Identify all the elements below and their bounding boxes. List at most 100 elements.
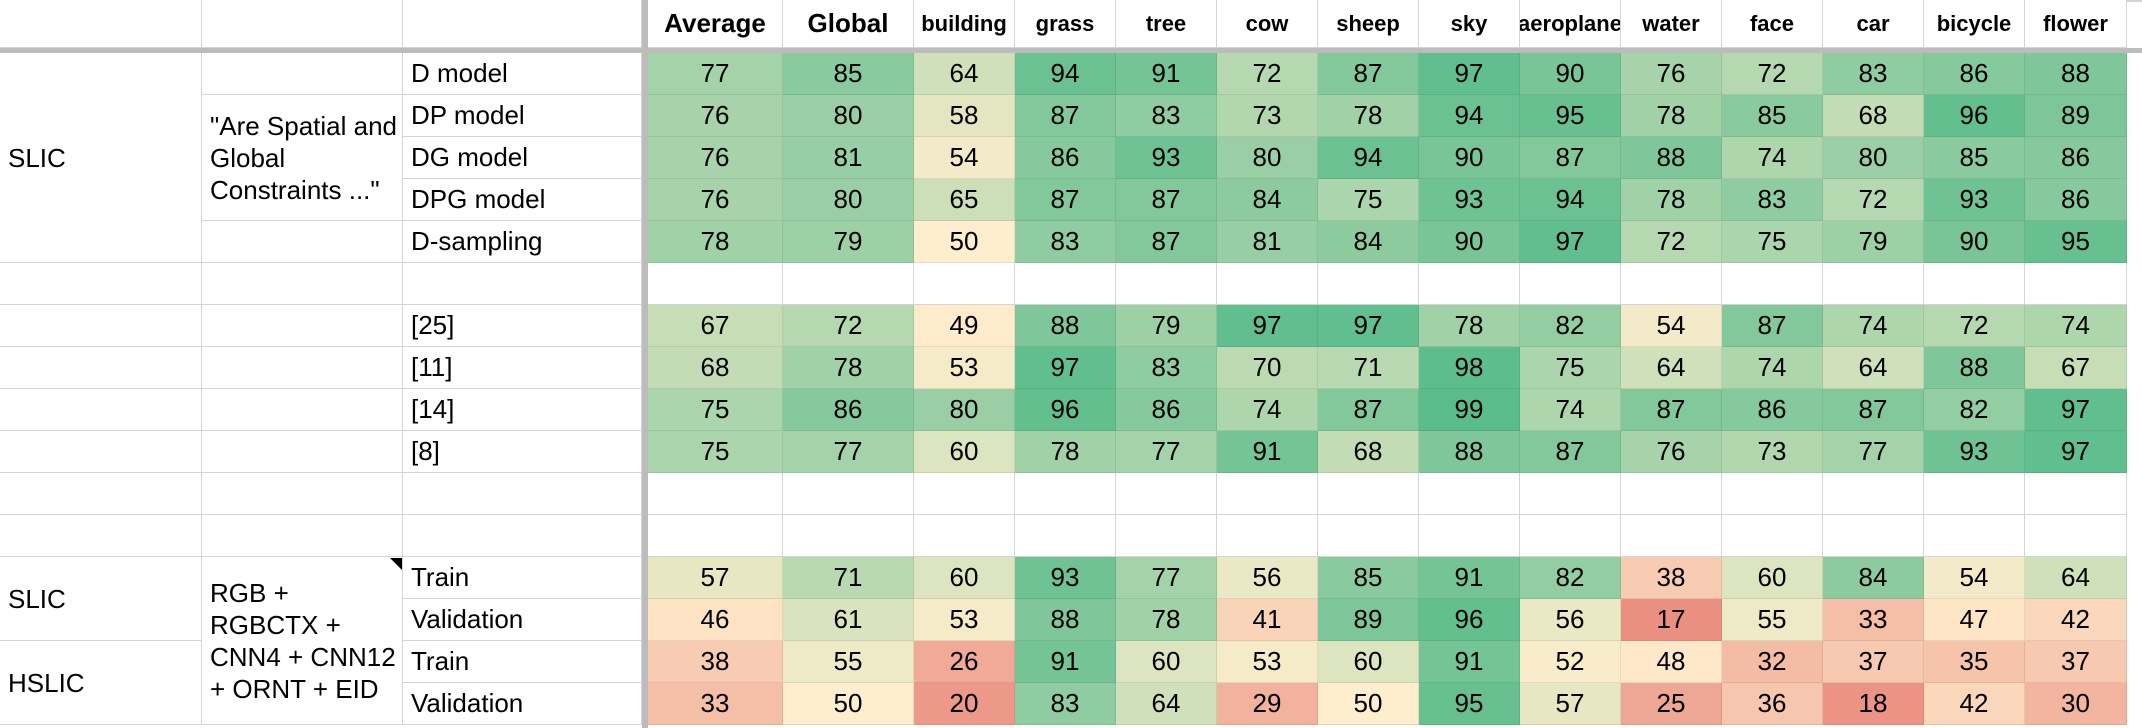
column-header[interactable]: sheep <box>1318 0 1419 48</box>
score-cell[interactable]: 93 <box>1924 179 2025 221</box>
column-header[interactable]: sky <box>1419 0 1520 48</box>
score-cell[interactable]: 81 <box>1217 221 1318 263</box>
row-label[interactable]: D-sampling <box>403 221 642 263</box>
score-cell[interactable]: 78 <box>1419 305 1520 347</box>
score-cell[interactable]: 80 <box>1823 137 1924 179</box>
score-cell[interactable]: 49 <box>914 305 1015 347</box>
empty-cell[interactable] <box>0 305 202 347</box>
score-cell[interactable]: 80 <box>1217 137 1318 179</box>
score-cell[interactable]: 71 <box>783 557 914 599</box>
score-cell[interactable]: 25 <box>1621 683 1722 725</box>
score-cell[interactable]: 29 <box>1217 683 1318 725</box>
score-cell[interactable]: 91 <box>1419 641 1520 683</box>
score-cell[interactable]: 91 <box>1015 641 1116 683</box>
score-cell[interactable]: 87 <box>1621 389 1722 431</box>
score-cell[interactable]: 85 <box>783 53 914 95</box>
empty-cell[interactable] <box>1015 473 1116 515</box>
score-cell[interactable]: 64 <box>1823 347 1924 389</box>
score-cell[interactable]: 75 <box>648 431 783 473</box>
score-cell[interactable]: 37 <box>1823 641 1924 683</box>
score-cell[interactable]: 90 <box>1419 137 1520 179</box>
score-cell[interactable]: 76 <box>1621 431 1722 473</box>
score-cell[interactable]: 54 <box>1924 557 2025 599</box>
column-header[interactable]: tree <box>1116 0 1217 48</box>
score-cell[interactable]: 41 <box>1217 599 1318 641</box>
score-cell[interactable]: 90 <box>1520 53 1621 95</box>
row-label[interactable]: DPG model <box>403 179 642 221</box>
score-cell[interactable]: 77 <box>1116 431 1217 473</box>
row-label[interactable] <box>403 263 642 305</box>
group-label-method[interactable]: SLIC <box>0 557 202 641</box>
score-cell[interactable]: 83 <box>1823 53 1924 95</box>
score-cell[interactable]: 60 <box>914 431 1015 473</box>
empty-cell[interactable] <box>1823 473 1924 515</box>
score-cell[interactable]: 79 <box>1116 305 1217 347</box>
score-cell[interactable]: 87 <box>1823 389 1924 431</box>
score-cell[interactable]: 87 <box>1015 179 1116 221</box>
score-cell[interactable]: 77 <box>1116 557 1217 599</box>
score-cell[interactable]: 80 <box>783 179 914 221</box>
score-cell[interactable]: 82 <box>1520 557 1621 599</box>
row-label[interactable]: Validation <box>403 599 642 641</box>
row-label[interactable]: DP model <box>403 95 642 137</box>
score-cell[interactable]: 87 <box>1116 179 1217 221</box>
score-cell[interactable]: 36 <box>1722 683 1823 725</box>
score-cell[interactable]: 86 <box>1722 389 1823 431</box>
score-cell[interactable]: 60 <box>1116 641 1217 683</box>
score-cell[interactable]: 53 <box>1217 641 1318 683</box>
score-cell[interactable]: 95 <box>2025 221 2127 263</box>
score-cell[interactable]: 72 <box>1722 53 1823 95</box>
empty-cell[interactable] <box>0 389 202 431</box>
score-cell[interactable]: 95 <box>1419 683 1520 725</box>
empty-cell[interactable] <box>202 305 403 347</box>
score-cell[interactable]: 20 <box>914 683 1015 725</box>
score-cell[interactable]: 77 <box>783 431 914 473</box>
score-cell[interactable]: 50 <box>1318 683 1419 725</box>
column-header[interactable]: building <box>914 0 1015 48</box>
score-cell[interactable]: 96 <box>1015 389 1116 431</box>
score-cell[interactable]: 94 <box>1015 53 1116 95</box>
empty-cell[interactable] <box>1621 473 1722 515</box>
score-cell[interactable]: 89 <box>1318 599 1419 641</box>
score-cell[interactable]: 78 <box>783 347 914 389</box>
empty-cell[interactable] <box>1116 473 1217 515</box>
score-cell[interactable]: 87 <box>1318 53 1419 95</box>
empty-cell[interactable] <box>783 515 914 557</box>
column-header[interactable]: Global <box>783 0 914 48</box>
column-header[interactable]: face <box>1722 0 1823 48</box>
score-cell[interactable]: 35 <box>1924 641 2025 683</box>
score-cell[interactable]: 91 <box>1217 431 1318 473</box>
score-cell[interactable]: 72 <box>783 305 914 347</box>
empty-cell[interactable] <box>1217 515 1318 557</box>
score-cell[interactable]: 97 <box>1015 347 1116 389</box>
score-cell[interactable]: 75 <box>1520 347 1621 389</box>
score-cell[interactable]: 78 <box>1621 179 1722 221</box>
score-cell[interactable]: 93 <box>1015 557 1116 599</box>
empty-cell[interactable] <box>202 221 403 263</box>
empty-cell[interactable] <box>783 263 914 305</box>
score-cell[interactable]: 78 <box>648 221 783 263</box>
score-cell[interactable]: 89 <box>2025 95 2127 137</box>
empty-cell[interactable] <box>648 263 783 305</box>
score-cell[interactable]: 57 <box>648 557 783 599</box>
score-cell[interactable]: 87 <box>1520 431 1621 473</box>
score-cell[interactable]: 17 <box>1621 599 1722 641</box>
score-cell[interactable]: 30 <box>2025 683 2127 725</box>
empty-cell[interactable] <box>1015 515 1116 557</box>
empty-cell[interactable] <box>1318 473 1419 515</box>
score-cell[interactable]: 77 <box>1823 431 1924 473</box>
score-cell[interactable]: 78 <box>1116 599 1217 641</box>
score-cell[interactable]: 93 <box>1419 179 1520 221</box>
column-header[interactable]: cow <box>1217 0 1318 48</box>
score-cell[interactable]: 50 <box>914 221 1015 263</box>
score-cell[interactable]: 88 <box>2025 53 2127 95</box>
score-cell[interactable]: 57 <box>1520 683 1621 725</box>
column-header[interactable]: grass <box>1015 0 1116 48</box>
row-label[interactable] <box>403 515 642 557</box>
score-cell[interactable]: 50 <box>783 683 914 725</box>
column-header[interactable]: water <box>1621 0 1722 48</box>
empty-cell[interactable] <box>914 263 1015 305</box>
score-cell[interactable]: 97 <box>1217 305 1318 347</box>
score-cell[interactable]: 32 <box>1722 641 1823 683</box>
score-cell[interactable]: 42 <box>2025 599 2127 641</box>
